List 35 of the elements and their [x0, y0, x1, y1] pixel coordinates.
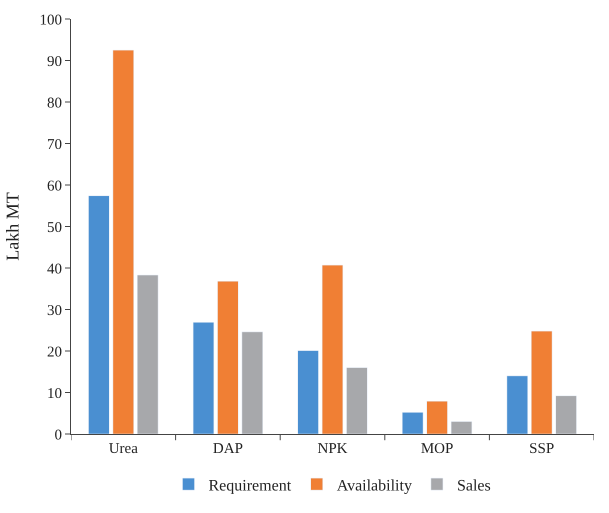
x-tick-label: DAP: [212, 441, 243, 457]
bar: [242, 332, 263, 434]
bar: [112, 50, 134, 434]
legend-label: Availability: [336, 477, 412, 494]
bar: [322, 264, 344, 434]
bar: [297, 350, 319, 434]
bar: [88, 196, 110, 434]
bar: [555, 396, 577, 434]
legend-label: Requirement: [208, 477, 292, 494]
y-tick-label: 0: [54, 427, 62, 444]
bar: [137, 274, 158, 434]
y-axis-title: Lakh MT: [2, 192, 23, 261]
bar: [192, 322, 214, 434]
legend-label: Sales: [456, 477, 491, 494]
x-tick-label: SSP: [529, 441, 554, 457]
bar: [531, 330, 552, 434]
y-tick-label: 60: [47, 178, 62, 194]
y-tick-label: 80: [47, 95, 62, 112]
x-tick-label: NPK: [317, 441, 348, 457]
y-tick-label: 100: [40, 12, 62, 28]
bar: [217, 281, 239, 434]
y-tick-label: 90: [47, 54, 62, 70]
y-tick-label: 30: [47, 302, 62, 319]
y-tick-label: 40: [47, 261, 62, 278]
y-tick-label: 20: [47, 344, 62, 360]
x-tick-label: MOP: [420, 441, 454, 457]
bar: [402, 412, 424, 434]
y-tick-label: 50: [47, 220, 62, 236]
y-tick-label: 10: [47, 386, 62, 402]
y-tick-label: 70: [47, 136, 62, 153]
bar: [506, 376, 528, 434]
x-tick-label: Urea: [108, 441, 138, 457]
bar: [426, 400, 448, 434]
bar: [346, 367, 368, 434]
bar: [450, 421, 472, 434]
